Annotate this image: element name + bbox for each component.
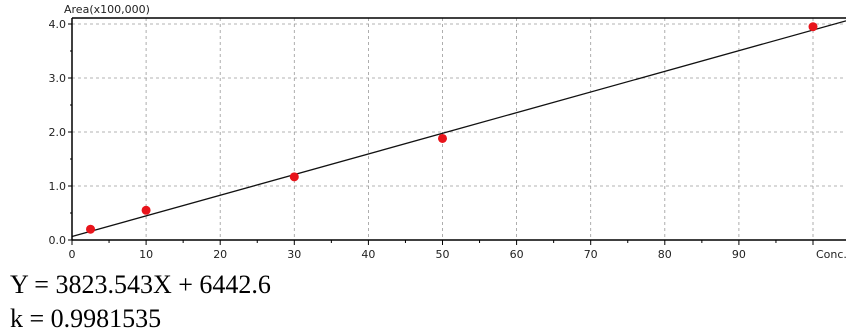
x-axis-ticks: 0 10 20 30 40 50 60 70 80 90 (69, 240, 814, 261)
y-tick-label: 2.0 (49, 126, 67, 139)
calibration-chart: 0.0 1.0 2.0 3.0 4.0 0 10 20 30 40 50 60 70 80 90 Area… (49, 3, 846, 261)
x-axis-title: Conc. (816, 248, 846, 261)
y-tick-label: 3.0 (49, 72, 67, 85)
x-tick-label: 10 (139, 248, 153, 261)
x-tick-label: 20 (213, 248, 227, 261)
fit-line (71, 20, 846, 238)
data-point (141, 205, 151, 215)
x-tick-label: 0 (69, 248, 76, 261)
data-point (289, 172, 299, 182)
x-tick-label: 70 (584, 248, 598, 261)
y-tick-label: 1.0 (49, 180, 67, 193)
x-tick-label: 40 (361, 248, 375, 261)
fit-line-group (71, 20, 846, 238)
x-tick-label: 80 (658, 248, 672, 261)
regression-equation: Y = 3823.543X + 6442.6 (10, 270, 271, 299)
x-tick-label: 60 (510, 248, 524, 261)
y-axis-ticks: 0.0 1.0 2.0 3.0 4.0 (49, 18, 72, 247)
y-tick-label: 4.0 (49, 18, 67, 31)
y-axis-title: Area(x100,000) (64, 3, 150, 16)
data-point (438, 133, 447, 143)
y-tick-label: 0.0 (49, 234, 67, 247)
x-tick-label: 30 (287, 248, 301, 261)
data-point (808, 22, 818, 32)
correlation-coefficient: k = 0.9981535 (10, 304, 162, 333)
data-points (86, 22, 818, 234)
x-tick-label: 90 (732, 248, 746, 261)
x-tick-label: 50 (436, 248, 450, 261)
grid-lines (72, 18, 846, 240)
data-point (86, 224, 96, 234)
